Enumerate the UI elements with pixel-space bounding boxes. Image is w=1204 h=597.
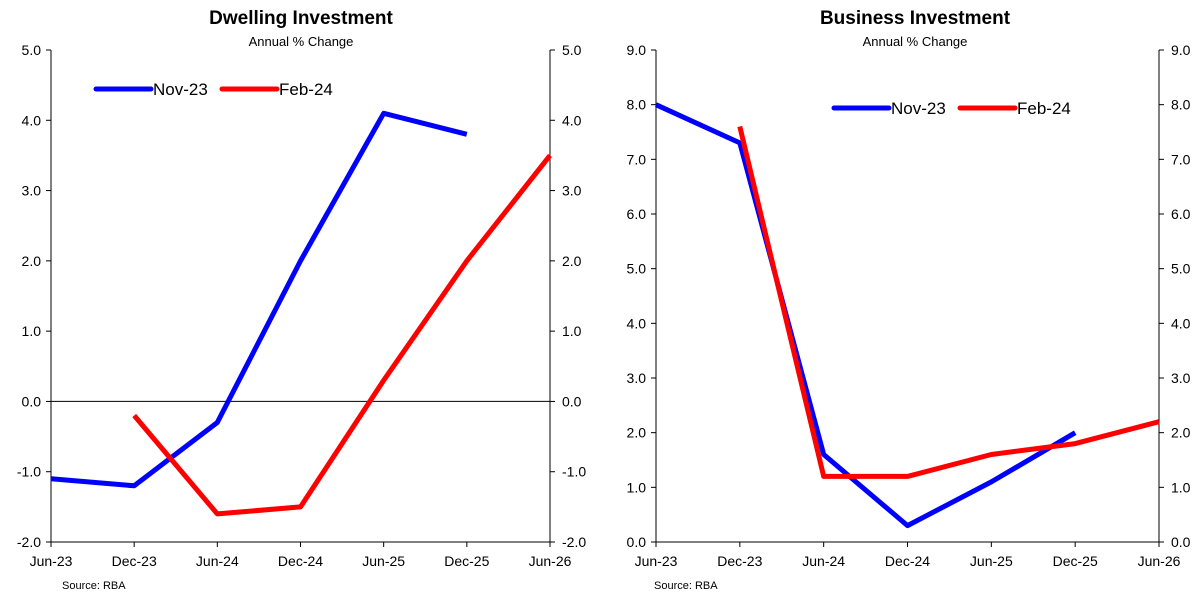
x-tick-label: Jun-26 — [1138, 553, 1181, 569]
y-tick-label-left: 2.0 — [22, 253, 42, 269]
legend-label: Nov-23 — [153, 80, 208, 99]
y-tick-label-left: 5.0 — [627, 261, 647, 277]
legend-label: Nov-23 — [891, 99, 946, 118]
business-investment-chart: Business Investment Annual % Change 0.0 0… — [602, 0, 1204, 597]
y-tick-label-left: 1.0 — [22, 323, 42, 339]
x-tick-label: Jun-25 — [362, 553, 405, 569]
y-tick-label-right: -1.0 — [562, 464, 586, 480]
y-tick-label-left: 7.0 — [627, 151, 647, 167]
y-tick-label-right: 2.0 — [1171, 425, 1191, 441]
chart-title: Dwelling Investment — [209, 8, 393, 29]
x-tick-label: Jun-24 — [196, 553, 239, 569]
x-tick-label: Dec-25 — [1053, 553, 1098, 569]
chart-source: Source: RBA — [654, 580, 718, 592]
y-tick-label-right: 8.0 — [1171, 97, 1191, 113]
y-tick-label-left: 3.0 — [22, 183, 42, 199]
y-tick-label-left: -2.0 — [17, 534, 41, 550]
y-tick-label-left: 0.0 — [627, 534, 647, 550]
y-tick-label-left: 9.0 — [627, 42, 647, 58]
y-tick-label-right: 5.0 — [1171, 261, 1191, 277]
x-tick-label: Dec-23 — [112, 553, 157, 569]
x-tick-label: Dec-24 — [885, 553, 930, 569]
y-tick-label-left: 4.0 — [22, 112, 42, 128]
x-tick-label: Jun-25 — [970, 553, 1013, 569]
y-tick-label-right: 3.0 — [562, 183, 582, 199]
business-plot-area: 0.0 0.0 1.0 1.0 2.0 2.0 3.0 3.0 4.0 4.0 5.0 5.0 6.0 6… — [627, 42, 1191, 569]
series-line-nov-23 — [654, 102, 1077, 529]
x-tick-label: Jun-24 — [802, 553, 845, 569]
y-tick-label-right: 1.0 — [562, 323, 582, 339]
y-tick-label-left: 0.0 — [22, 393, 42, 409]
y-tick-label-right: 4.0 — [562, 112, 582, 128]
chart-source: Source: RBA — [62, 580, 126, 592]
y-tick-label-right: 0.0 — [562, 393, 582, 409]
y-tick-label-right: 1.0 — [1171, 479, 1191, 495]
y-tick-label-left: 2.0 — [627, 425, 647, 441]
series-line-nov-23 — [50, 110, 468, 489]
y-tick-label-left: 5.0 — [22, 42, 42, 58]
dwelling-investment-chart: Dwelling Investment Annual % Change -2.0… — [17, 8, 586, 592]
y-tick-label-right: 2.0 — [562, 253, 582, 269]
y-tick-label-left: 3.0 — [627, 370, 647, 386]
chart-subtitle: Annual % Change — [862, 34, 968, 49]
y-tick-label-right: 7.0 — [1171, 151, 1191, 167]
legend-label: Feb-24 — [1017, 99, 1071, 118]
chart-subtitle: Annual % Change — [248, 34, 354, 49]
y-tick-label-left: 6.0 — [627, 206, 647, 222]
series-line-feb-24 — [132, 153, 552, 517]
x-tick-label: Dec-24 — [278, 553, 323, 569]
x-tick-label: Jun-23 — [635, 553, 678, 569]
series-line-feb-24 — [737, 125, 1160, 479]
dwelling-plot-area: -2.0 -2.0 -1.0 -1.0 0.0 0.0 1.0 1.0 2.0 2.0 3.0 3.0… — [17, 42, 586, 569]
y-tick-label-right: 0.0 — [1171, 534, 1191, 550]
legend-label: Feb-24 — [279, 80, 333, 99]
y-tick-label-right: 3.0 — [1171, 370, 1191, 386]
y-tick-label-left: 8.0 — [627, 97, 647, 113]
x-tick-label: Dec-23 — [717, 553, 762, 569]
y-tick-label-right: 5.0 — [562, 42, 582, 58]
y-tick-label-right: 6.0 — [1171, 206, 1191, 222]
y-tick-label-left: 1.0 — [627, 479, 647, 495]
y-tick-label-right: -2.0 — [562, 534, 586, 550]
x-tick-label: Jun-23 — [30, 553, 73, 569]
x-tick-label: Jun-26 — [529, 553, 572, 569]
y-tick-label-right: 4.0 — [1171, 315, 1191, 331]
y-tick-label-left: 4.0 — [627, 315, 647, 331]
chart-title: Business Investment — [819, 8, 1011, 29]
y-tick-label-right: 9.0 — [1171, 42, 1191, 58]
y-tick-label-left: -1.0 — [17, 464, 41, 480]
x-tick-label: Dec-25 — [444, 553, 489, 569]
